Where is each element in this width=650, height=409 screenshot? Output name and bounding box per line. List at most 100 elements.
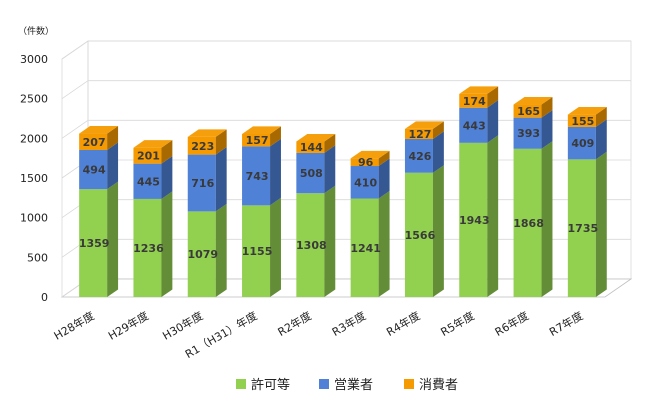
bar-segment — [567, 159, 596, 297]
data-label: 426 — [408, 150, 431, 163]
data-label: 207 — [83, 136, 106, 149]
bar-side — [215, 129, 227, 155]
bar-segment — [79, 149, 108, 190]
bar-side — [270, 126, 281, 147]
bar-segment — [567, 126, 596, 160]
data-label: 155 — [571, 115, 594, 128]
data-labels: 1359 494 207 1236 445 201 1079 716 223 1155 743 157… — [79, 95, 598, 261]
bar-side — [432, 121, 444, 139]
bar-top — [513, 96, 553, 105]
bar-segment — [133, 147, 162, 164]
data-label: 410 — [354, 176, 377, 189]
data-label: 1236 — [133, 242, 164, 255]
bar-segment — [242, 146, 271, 206]
y-tick-label: 1500 — [20, 172, 48, 185]
bar-segment — [513, 148, 542, 297]
bar-side — [487, 86, 499, 108]
data-label: 443 — [463, 119, 486, 132]
bar-side — [215, 147, 227, 212]
bar-segment — [404, 172, 433, 297]
bar-side — [107, 126, 119, 150]
data-label: 201 — [137, 150, 160, 163]
data-label: 508 — [300, 167, 323, 180]
data-label: 1943 — [459, 214, 490, 227]
x-tick-label: R7年度 — [547, 308, 586, 338]
y-axis-unit-label: （件数） — [18, 25, 54, 37]
bar-segment — [513, 104, 542, 118]
bar-segment — [296, 193, 325, 297]
bar-top — [350, 150, 390, 159]
legend-label: 営業者 — [334, 377, 373, 393]
data-label: 1359 — [79, 237, 110, 250]
bar-side — [161, 191, 173, 297]
bar-segment — [459, 93, 488, 108]
x-tick-label: H30年度 — [160, 308, 205, 342]
data-label: 494 — [83, 164, 106, 177]
bar-segment — [459, 142, 488, 297]
bar-side — [378, 150, 390, 167]
data-label: 165 — [517, 105, 540, 118]
x-tick-label: H29年度 — [106, 308, 151, 342]
y-tick-label: 2000 — [20, 132, 48, 145]
data-label: 393 — [517, 127, 540, 140]
x-tick-label: H28年度 — [51, 308, 96, 342]
data-label: 1241 — [350, 242, 381, 255]
data-label: 1735 — [568, 222, 599, 235]
bar-top — [404, 121, 444, 129]
bar-segment — [133, 163, 162, 199]
data-label: 223 — [191, 140, 214, 153]
bar-segment — [404, 128, 433, 139]
data-label: 144 — [300, 141, 323, 154]
bar-segment — [133, 198, 162, 297]
bar-side — [324, 133, 336, 153]
data-label: 1868 — [513, 217, 544, 230]
data-label: 157 — [246, 134, 269, 147]
legend-label: 消費者 — [419, 378, 458, 393]
legend-label: 許可等 — [251, 377, 290, 393]
bar-side — [107, 142, 119, 190]
legend-swatch — [319, 379, 329, 389]
x-tick-label: R5年度 — [438, 308, 477, 338]
data-label: 174 — [463, 95, 486, 108]
bar-side — [541, 110, 553, 149]
bar-segment — [350, 166, 379, 199]
bar-segment — [404, 138, 433, 173]
data-label: 743 — [246, 170, 269, 183]
x-tick-label: R4年度 — [384, 308, 423, 338]
bar-segment — [187, 154, 216, 212]
bar-side — [324, 185, 336, 297]
gridline — [61, 80, 631, 99]
bar-side — [324, 145, 336, 194]
bar-top — [296, 133, 336, 142]
bar-top — [133, 140, 173, 148]
data-label: 409 — [571, 137, 594, 150]
bar-segment — [187, 136, 216, 155]
bar-segment — [79, 189, 108, 297]
bar-side — [541, 141, 553, 297]
legend: 許可等 営業者 消費者 — [236, 377, 458, 393]
y-tick-label: 500 — [27, 251, 48, 264]
bar-side — [215, 203, 227, 297]
bar-segment — [296, 141, 325, 153]
bar-segment — [79, 133, 108, 150]
bar-side — [378, 158, 390, 199]
legend-swatch — [236, 379, 246, 389]
y-tick-label: 1000 — [20, 212, 48, 225]
bar-side — [487, 135, 499, 297]
x-tick-label: R2年度 — [275, 308, 314, 338]
bar-side — [107, 181, 119, 297]
legend-swatch — [404, 379, 414, 389]
y-tick-label: 0 — [41, 291, 48, 304]
y-axis-ticks: 0 500 1000 1500 2000 2500 3000 — [20, 53, 48, 304]
data-label: 445 — [137, 175, 160, 188]
gridline — [61, 40, 631, 60]
bar-segment — [350, 198, 379, 297]
bar-segment — [459, 107, 488, 143]
bar-side — [595, 107, 607, 127]
bar-side — [270, 197, 281, 297]
y-tick-label: 3000 — [20, 53, 48, 66]
bar-segment — [567, 114, 596, 127]
bar-segment — [296, 152, 325, 194]
bar-top — [187, 129, 227, 137]
